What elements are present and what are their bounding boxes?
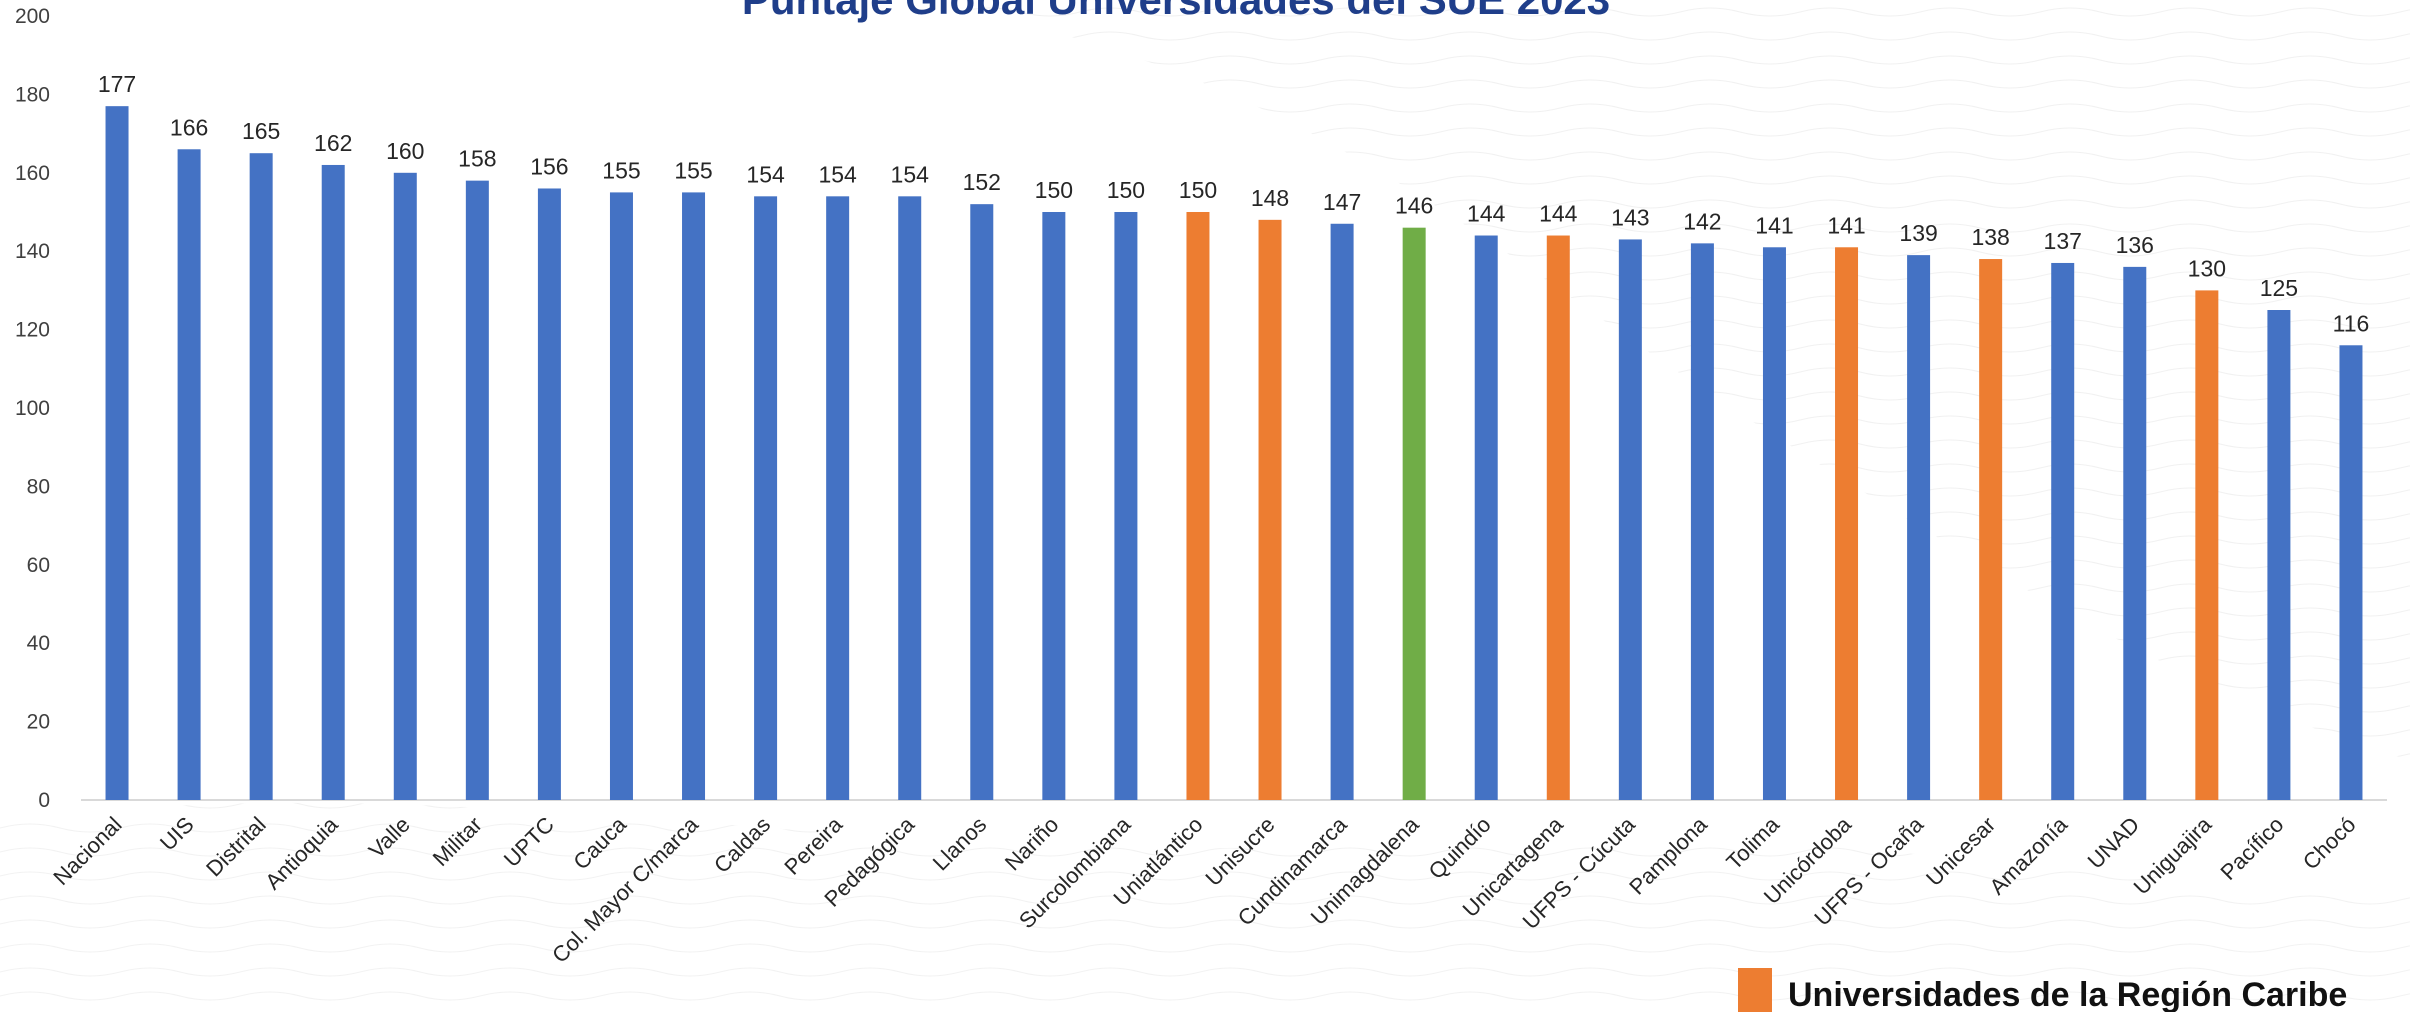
bar-value-label: 154: [891, 161, 930, 187]
bar: [754, 196, 778, 800]
bar-value-label: 150: [1107, 177, 1145, 203]
bar: [682, 192, 706, 800]
bar: [1330, 223, 1354, 800]
bar: [465, 180, 489, 800]
bars: [105, 106, 2363, 801]
bar: [1114, 212, 1138, 800]
bar-value-label: 166: [170, 114, 208, 140]
bar: [826, 196, 850, 800]
chart-title: Puntaje Global Universidades del SUE 202…: [742, 0, 1610, 23]
y-tick-label: 40: [27, 632, 50, 655]
bar-value-label: 150: [1035, 177, 1073, 203]
bar: [1907, 255, 1931, 800]
legend: Universidades de la Región Caribe: [1738, 968, 2347, 1012]
bar-value-label: 162: [314, 130, 352, 156]
y-tick-label: 80: [27, 475, 50, 498]
bar-value-label: 137: [2044, 228, 2082, 254]
bar: [321, 164, 345, 800]
y-tick-label: 20: [27, 711, 50, 734]
bar-value-label: 147: [1323, 189, 1361, 215]
bar-value-label: 141: [1755, 212, 1793, 238]
bar-value-label: 138: [1971, 224, 2009, 250]
bar: [1042, 212, 1066, 800]
y-tick-label: 180: [15, 83, 50, 106]
bar: [1979, 259, 2003, 800]
bar-value-label: 150: [1179, 177, 1217, 203]
bar-value-label: 125: [2260, 275, 2298, 301]
bar: [393, 172, 417, 801]
bar-value-label: 130: [2188, 255, 2226, 281]
bar-value-label: 116: [2333, 310, 2370, 336]
bar: [1690, 243, 1714, 801]
bar-value-label: 165: [242, 118, 280, 144]
bar: [177, 149, 201, 800]
bar: [1186, 212, 1210, 800]
bar-value-label: 177: [98, 71, 136, 97]
legend-swatch-caribe: [1738, 968, 1772, 1012]
bar: [1402, 227, 1426, 800]
bar: [537, 188, 561, 801]
bar: [2123, 266, 2147, 800]
bar: [1762, 247, 1786, 800]
bar: [1474, 235, 1498, 800]
bar-value-label: 136: [2116, 232, 2154, 258]
bar: [970, 204, 994, 800]
bar: [1546, 235, 1570, 800]
bar: [2267, 310, 2291, 800]
bar-value-label: 144: [1539, 201, 1578, 227]
y-tick-label: 200: [15, 5, 50, 28]
data-labels: 177 166 165 162 160 158 156 155 155 154 154 154 152 1…: [98, 71, 2369, 336]
bar-value-label: 148: [1251, 185, 1289, 211]
bar-value-label: 155: [674, 157, 712, 183]
bar-value-label: 152: [963, 169, 1001, 195]
y-axis-tick-labels: 0 20 40 60 80 100 120 140 160 180 200: [15, 5, 50, 812]
legend-label-caribe: Universidades de la Región Caribe: [1788, 976, 2347, 1012]
y-tick-label: 120: [15, 319, 50, 342]
y-tick-label: 100: [15, 397, 50, 420]
bar-value-label: 160: [386, 138, 424, 164]
background-wave-decoration-lower: [0, 802, 2410, 1012]
bar: [609, 192, 633, 800]
bar-value-label: 154: [746, 161, 785, 187]
bar: [898, 196, 922, 800]
y-tick-label: 0: [38, 789, 50, 812]
bar: [249, 153, 273, 800]
background-wave-decoration: [900, 0, 2410, 760]
y-tick-label: 60: [27, 554, 50, 577]
bar-value-label: 141: [1827, 212, 1865, 238]
bar: [2339, 345, 2363, 800]
bar: [1835, 247, 1859, 800]
bar: [1618, 239, 1642, 800]
y-tick-label: 160: [15, 162, 50, 185]
y-tick-label: 140: [15, 240, 50, 263]
bar: [2051, 262, 2075, 801]
bar-value-label: 139: [1899, 220, 1937, 246]
bar-value-label: 156: [530, 153, 568, 179]
bar-value-label: 146: [1395, 193, 1433, 219]
bar: [2195, 290, 2219, 800]
bar-value-label: 155: [602, 157, 640, 183]
bar-value-label: 143: [1611, 204, 1649, 230]
bar-value-label: 158: [458, 146, 496, 172]
bar-value-label: 142: [1683, 208, 1721, 234]
bar-value-label: 154: [818, 161, 857, 187]
bar: [105, 106, 129, 800]
bar: [1258, 219, 1282, 801]
bar-value-label: 144: [1467, 201, 1506, 227]
